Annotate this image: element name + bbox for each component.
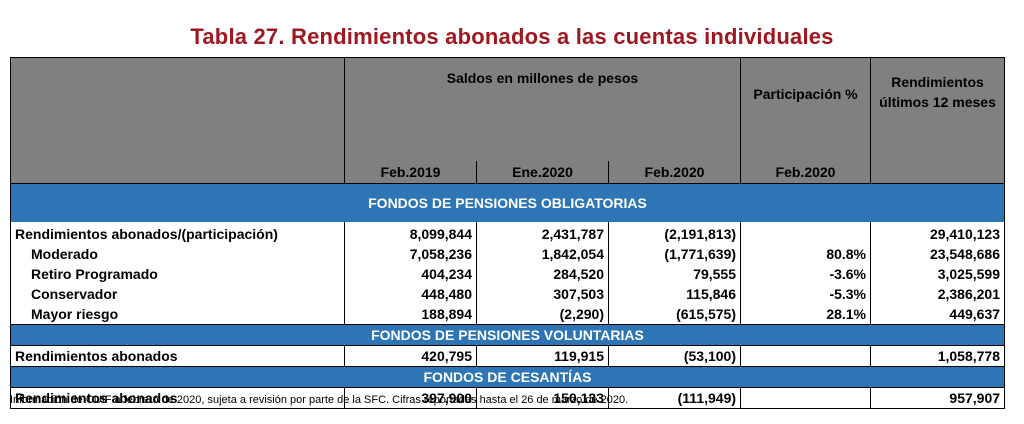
cell-ene2020: 307,503: [476, 284, 609, 304]
cell-rendimientos: 957,907: [870, 387, 1006, 409]
cell-ene2020: 284,520: [476, 264, 609, 284]
header-col-feb2020: Feb.2020: [607, 161, 742, 184]
cell-feb2020: 79,555: [607, 264, 742, 284]
header-col-ene2020: Ene.2020: [476, 161, 609, 184]
header-col-part-feb2020: Feb.2020: [740, 161, 872, 184]
header-participacion: Participación %: [740, 57, 872, 161]
row-label: Moderado: [10, 244, 345, 264]
row-label: Rendimientos abonados: [10, 387, 345, 409]
table-row: Moderado 7,058,236 1,842,054 (1,771,639)…: [10, 244, 1006, 264]
cell-feb2019: 448,480: [344, 284, 477, 304]
table-row: Conservador 448,480 307,503 115,846 -5.3…: [10, 284, 1006, 304]
cell-participacion: 28.1%: [740, 304, 872, 325]
cell-participacion: 80.8%: [740, 244, 872, 264]
cell-feb2019: 404,234: [344, 264, 477, 284]
cell-rendimientos: 2,386,201: [870, 284, 1006, 304]
cell-feb2020: (111,949): [607, 387, 742, 409]
header-rendimientos-label: Rendimientos últimos 12 meses: [879, 74, 996, 110]
cell-rendimientos: 1,058,778: [870, 345, 1006, 367]
cell-feb2020: (615,575): [607, 304, 742, 325]
table-row: Mayor riesgo 188,894 (2,290) (615,575) 2…: [10, 304, 1006, 325]
cell-rendimientos: 3,025,599: [870, 264, 1006, 284]
table-row: Rendimientos abonados 420,795 119,915 (5…: [10, 345, 1006, 367]
header-blank: [10, 57, 345, 161]
cell-feb2019: 7,058,236: [344, 244, 477, 264]
section-title-obligatorias: FONDOS DE PENSIONES OBLIGATORIAS: [9, 183, 1006, 222]
cell-rendimientos: 23,548,686: [870, 244, 1006, 264]
cell-feb2020: (1,771,639): [607, 244, 742, 264]
cell-ene2020: 150,133: [476, 387, 609, 409]
table-row: Rendimientos abonados/(participación) 8,…: [10, 222, 1006, 244]
row-label: Retiro Programado: [10, 264, 345, 284]
table-row: Retiro Programado 404,234 284,520 79,555…: [10, 264, 1006, 284]
footnote: Información de CUIF a febrero de 2020, s…: [10, 394, 629, 406]
cell-participacion: [740, 387, 872, 409]
section-title-cesantias: FONDOS DE CESANTÍAS: [9, 366, 1006, 388]
header-saldos: Saldos en millones de pesos: [343, 57, 742, 161]
table-title: Tabla 27. Rendimientos abonados a las cu…: [190, 24, 834, 49]
cell-participacion: -3.6%: [740, 264, 872, 284]
cell-participacion: [740, 345, 872, 367]
table-row: Rendimientos abonados 397,900 150,133 (1…: [10, 387, 1006, 409]
cell-ene2020: (2,290): [476, 304, 609, 325]
cell-rendimientos: 29,410,123: [870, 222, 1006, 244]
cell-participacion: [740, 222, 872, 244]
cell-ene2020: 1,842,054: [476, 244, 609, 264]
section-title-voluntarias: FONDOS DE PENSIONES VOLUNTARIAS: [9, 324, 1006, 346]
cell-ene2020: 2,431,787: [476, 222, 609, 244]
cell-feb2019: 188,894: [344, 304, 477, 325]
header-col-feb2019: Feb.2019: [344, 161, 477, 184]
cell-ene2020: 119,915: [476, 345, 609, 367]
row-label: Rendimientos abonados/(participación): [10, 222, 345, 244]
header-blank-2: [10, 161, 345, 184]
cell-feb2020: (53,100): [607, 345, 742, 367]
returns-table: Saldos en millones de pesos Participació…: [9, 57, 1006, 409]
cell-rendimientos: 449,637: [870, 304, 1006, 325]
row-label: Mayor riesgo: [10, 304, 345, 325]
cell-feb2019: 420,795: [344, 345, 477, 367]
row-label: Conservador: [10, 284, 345, 304]
cell-feb2020: (2,191,813): [607, 222, 742, 244]
header-rendimientos: Rendimientos últimos 12 meses: [870, 57, 1006, 184]
cell-feb2019: 8,099,844: [344, 222, 477, 244]
row-label: Rendimientos abonados: [10, 345, 345, 367]
cell-feb2020: 115,846: [607, 284, 742, 304]
cell-participacion: -5.3%: [740, 284, 872, 304]
